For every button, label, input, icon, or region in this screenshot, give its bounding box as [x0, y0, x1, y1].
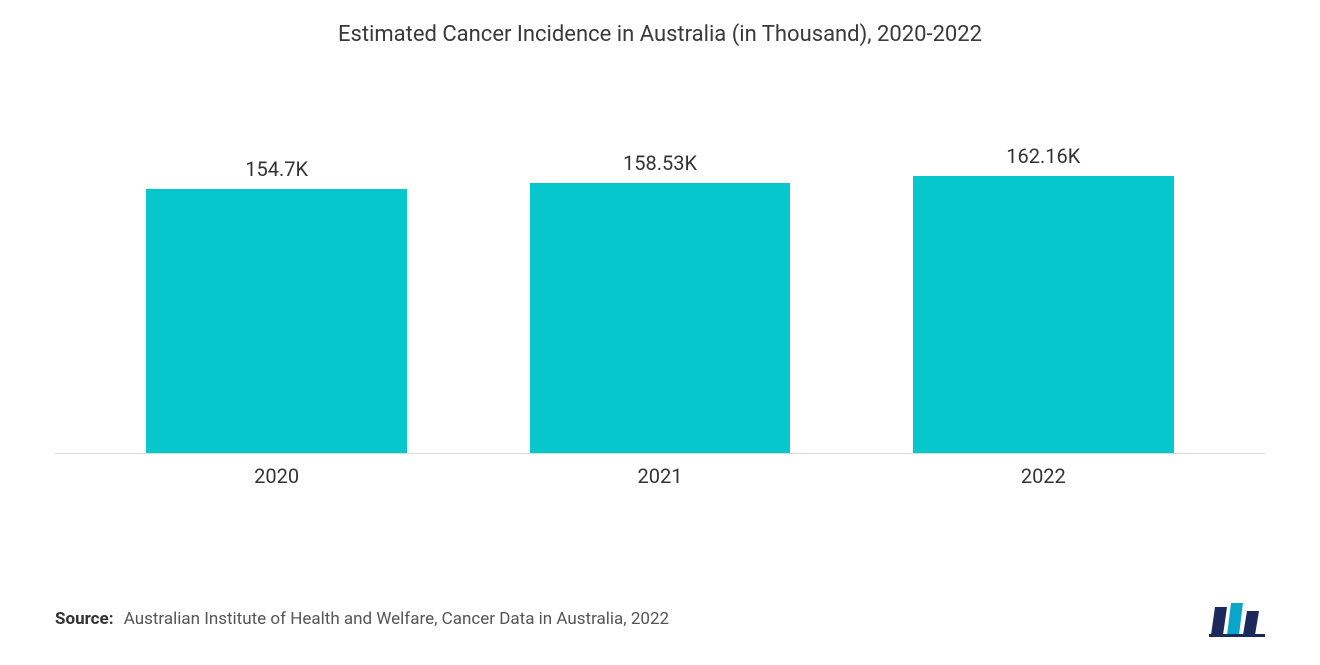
bar-value-label: 162.16K — [1006, 144, 1080, 168]
category-label: 2022 — [852, 464, 1235, 488]
bars-row: 154.7K158.53K162.16K — [85, 163, 1235, 453]
chart-title: Estimated Cancer Incidence in Australia … — [0, 0, 1320, 47]
chart-footer: Source: Australian Institute of Health a… — [0, 601, 1320, 637]
bar-group: 162.16K — [852, 144, 1235, 453]
bar-rect — [146, 189, 407, 453]
bar-group: 154.7K — [85, 157, 468, 453]
source-text: Australian Institute of Health and Welfa… — [124, 609, 669, 629]
source-label: Source: — [55, 609, 113, 629]
bar-group: 158.53K — [468, 151, 851, 453]
source-citation: Source: Australian Institute of Health a… — [55, 609, 669, 629]
category-row: 202020212022 — [85, 454, 1235, 488]
chart-plot-area: 154.7K158.53K162.16K 202020212022 — [0, 163, 1320, 488]
bar-value-label: 158.53K — [623, 151, 697, 175]
category-label: 2020 — [85, 464, 468, 488]
bar-rect — [530, 183, 791, 453]
bar-value-label: 154.7K — [245, 157, 308, 181]
brand-logo-icon — [1209, 601, 1265, 637]
category-label: 2021 — [468, 464, 851, 488]
bar-rect — [913, 176, 1174, 453]
